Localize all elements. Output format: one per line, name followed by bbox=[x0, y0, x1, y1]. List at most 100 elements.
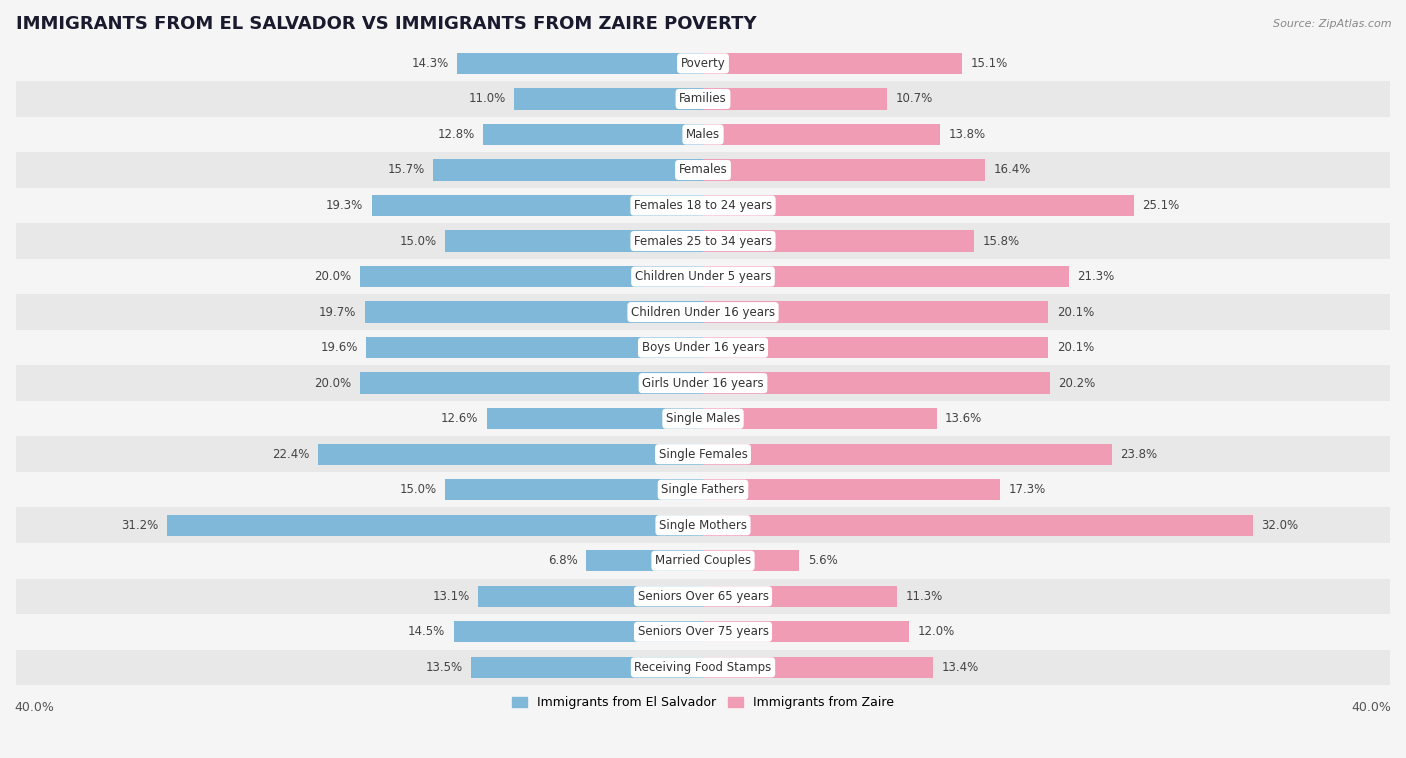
Bar bbox=[167, 515, 703, 536]
Bar bbox=[586, 550, 703, 572]
Bar bbox=[515, 88, 703, 110]
Bar bbox=[703, 266, 1069, 287]
Bar bbox=[454, 621, 703, 643]
Text: 20.1%: 20.1% bbox=[1057, 305, 1094, 318]
Bar bbox=[703, 479, 1000, 500]
Bar bbox=[703, 159, 984, 180]
Text: Seniors Over 75 years: Seniors Over 75 years bbox=[637, 625, 769, 638]
Bar bbox=[15, 188, 1391, 224]
Bar bbox=[15, 330, 1391, 365]
Bar bbox=[371, 195, 703, 216]
Text: Single Females: Single Females bbox=[658, 448, 748, 461]
Text: 12.6%: 12.6% bbox=[440, 412, 478, 425]
Bar bbox=[703, 550, 799, 572]
Text: Males: Males bbox=[686, 128, 720, 141]
Bar bbox=[15, 650, 1391, 685]
Bar bbox=[15, 224, 1391, 258]
Text: 19.6%: 19.6% bbox=[321, 341, 359, 354]
Bar bbox=[15, 543, 1391, 578]
Text: Females 25 to 34 years: Females 25 to 34 years bbox=[634, 234, 772, 248]
Bar bbox=[486, 408, 703, 429]
Text: Single Mothers: Single Mothers bbox=[659, 518, 747, 531]
Text: 10.7%: 10.7% bbox=[896, 92, 932, 105]
Bar bbox=[457, 53, 703, 74]
Text: Females: Females bbox=[679, 164, 727, 177]
Text: 40.0%: 40.0% bbox=[1351, 701, 1392, 714]
Text: 21.3%: 21.3% bbox=[1077, 270, 1115, 283]
Text: Seniors Over 65 years: Seniors Over 65 years bbox=[637, 590, 769, 603]
Bar bbox=[15, 614, 1391, 650]
Text: 11.3%: 11.3% bbox=[905, 590, 943, 603]
Bar bbox=[703, 124, 941, 145]
Text: 22.4%: 22.4% bbox=[273, 448, 309, 461]
Bar bbox=[15, 81, 1391, 117]
Text: 12.8%: 12.8% bbox=[437, 128, 475, 141]
Text: 40.0%: 40.0% bbox=[14, 701, 55, 714]
Text: 13.5%: 13.5% bbox=[426, 661, 463, 674]
Text: 19.3%: 19.3% bbox=[326, 199, 363, 212]
Bar bbox=[446, 230, 703, 252]
Text: 15.1%: 15.1% bbox=[972, 57, 1008, 70]
Text: Single Fathers: Single Fathers bbox=[661, 483, 745, 496]
Bar bbox=[446, 479, 703, 500]
Text: Single Males: Single Males bbox=[666, 412, 740, 425]
Text: Children Under 16 years: Children Under 16 years bbox=[631, 305, 775, 318]
Text: 32.0%: 32.0% bbox=[1261, 518, 1298, 531]
Bar bbox=[703, 337, 1047, 359]
Text: Children Under 5 years: Children Under 5 years bbox=[634, 270, 772, 283]
Text: 11.0%: 11.0% bbox=[468, 92, 506, 105]
Text: 6.8%: 6.8% bbox=[548, 554, 578, 567]
Bar bbox=[703, 53, 962, 74]
Text: Girls Under 16 years: Girls Under 16 years bbox=[643, 377, 763, 390]
Text: 13.6%: 13.6% bbox=[945, 412, 983, 425]
Bar bbox=[703, 515, 1253, 536]
Bar bbox=[367, 337, 703, 359]
Text: Receiving Food Stamps: Receiving Food Stamps bbox=[634, 661, 772, 674]
Bar bbox=[703, 408, 936, 429]
Bar bbox=[360, 372, 703, 394]
Text: 14.5%: 14.5% bbox=[408, 625, 446, 638]
Text: 16.4%: 16.4% bbox=[993, 164, 1031, 177]
Text: 20.0%: 20.0% bbox=[314, 270, 352, 283]
Bar bbox=[15, 152, 1391, 188]
Bar bbox=[703, 586, 897, 607]
Bar bbox=[364, 302, 703, 323]
Text: 5.6%: 5.6% bbox=[808, 554, 838, 567]
Text: Families: Families bbox=[679, 92, 727, 105]
Text: 20.1%: 20.1% bbox=[1057, 341, 1094, 354]
Text: 31.2%: 31.2% bbox=[121, 518, 159, 531]
Text: Females 18 to 24 years: Females 18 to 24 years bbox=[634, 199, 772, 212]
Text: 17.3%: 17.3% bbox=[1008, 483, 1046, 496]
Bar bbox=[703, 195, 1135, 216]
Text: 20.2%: 20.2% bbox=[1059, 377, 1095, 390]
Text: 12.0%: 12.0% bbox=[918, 625, 955, 638]
Bar bbox=[703, 302, 1047, 323]
Bar bbox=[15, 578, 1391, 614]
Bar bbox=[703, 230, 974, 252]
Text: 15.7%: 15.7% bbox=[388, 164, 425, 177]
Text: Source: ZipAtlas.com: Source: ZipAtlas.com bbox=[1274, 19, 1392, 29]
Bar bbox=[703, 656, 934, 678]
Text: Poverty: Poverty bbox=[681, 57, 725, 70]
Text: 25.1%: 25.1% bbox=[1143, 199, 1180, 212]
Text: 15.8%: 15.8% bbox=[983, 234, 1019, 248]
Text: 15.0%: 15.0% bbox=[399, 234, 437, 248]
Legend: Immigrants from El Salvador, Immigrants from Zaire: Immigrants from El Salvador, Immigrants … bbox=[506, 691, 900, 714]
Bar bbox=[471, 656, 703, 678]
Text: Boys Under 16 years: Boys Under 16 years bbox=[641, 341, 765, 354]
Text: Married Couples: Married Couples bbox=[655, 554, 751, 567]
Bar bbox=[703, 88, 887, 110]
Bar bbox=[15, 401, 1391, 437]
Bar bbox=[360, 266, 703, 287]
Text: 15.0%: 15.0% bbox=[399, 483, 437, 496]
Bar bbox=[15, 258, 1391, 294]
Text: IMMIGRANTS FROM EL SALVADOR VS IMMIGRANTS FROM ZAIRE POVERTY: IMMIGRANTS FROM EL SALVADOR VS IMMIGRANT… bbox=[15, 15, 756, 33]
Text: 14.3%: 14.3% bbox=[412, 57, 449, 70]
Bar bbox=[15, 117, 1391, 152]
Text: 13.4%: 13.4% bbox=[942, 661, 979, 674]
Bar bbox=[15, 45, 1391, 81]
Text: 13.1%: 13.1% bbox=[432, 590, 470, 603]
Text: 13.8%: 13.8% bbox=[949, 128, 986, 141]
Bar bbox=[703, 443, 1112, 465]
Bar bbox=[484, 124, 703, 145]
